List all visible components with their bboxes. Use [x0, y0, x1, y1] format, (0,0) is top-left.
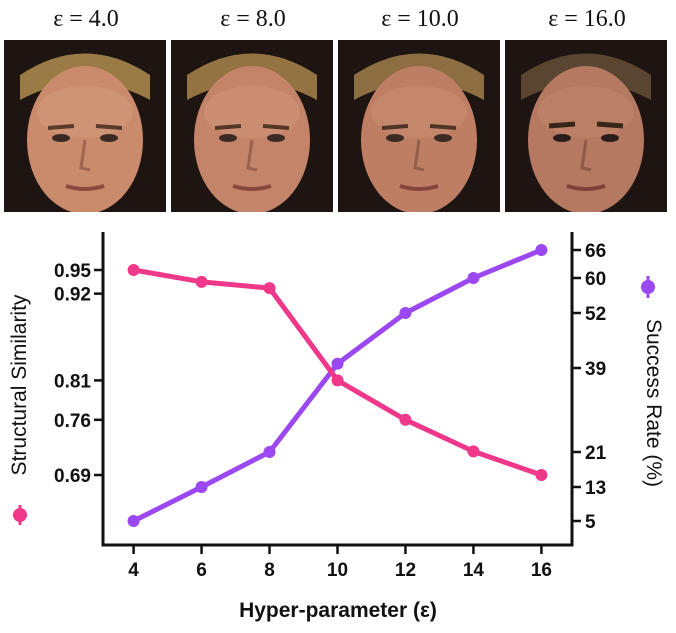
data-point-structural-similarity — [195, 275, 208, 288]
data-point-structural-similarity — [127, 264, 140, 276]
left-tick-label: 0.76 — [54, 411, 91, 432]
face-image-eps-8 — [171, 40, 333, 212]
data-point-success-rate — [263, 446, 276, 458]
left-tick-label: 0.81 — [54, 371, 91, 392]
data-point-structural-similarity — [263, 282, 276, 295]
epsilon-label-4: ε = 4.0 — [53, 6, 119, 32]
left-tick-label: 0.69 — [54, 466, 91, 487]
left-tick-label: 0.92 — [54, 285, 91, 306]
legend-marker-similarity-dot — [13, 508, 27, 522]
x-tick-label: 10 — [327, 560, 348, 581]
x-tick-label: 16 — [531, 560, 552, 581]
data-point-success-rate — [127, 515, 140, 527]
face-image-eps-4 — [4, 40, 166, 212]
right-tick-label: 5 — [585, 512, 596, 533]
face-image-eps-16 — [505, 40, 667, 212]
x-tick-label: 8 — [264, 560, 275, 581]
data-point-success-rate — [331, 357, 344, 370]
epsilon-label-10: ε = 10.0 — [381, 6, 459, 32]
data-point-structural-similarity — [399, 413, 412, 426]
right-tick-label: 21 — [585, 443, 607, 464]
x-tick-label: 12 — [395, 560, 416, 581]
right-tick-label: 66 — [585, 241, 606, 262]
x-tick-label: 4 — [128, 560, 139, 581]
series-line-structural-similarity — [133, 267, 543, 478]
epsilon-label-16: ε = 16.0 — [548, 6, 626, 32]
left-axis-title: Structural Similarity — [8, 294, 31, 475]
x-tick-label: 14 — [463, 560, 485, 581]
right-tick-label: 52 — [585, 304, 606, 325]
right-tick-label: 39 — [585, 359, 606, 380]
data-point-structural-similarity — [331, 374, 344, 387]
legend-marker-success-dot — [641, 280, 655, 294]
right-axis-title: Success Rate (%) — [642, 319, 665, 487]
x-tick-label: 6 — [196, 560, 207, 581]
x-axis-title: Hyper-parameter (ε) — [239, 599, 437, 622]
data-point-success-rate — [535, 244, 548, 256]
data-point-success-rate — [195, 481, 208, 493]
left-tick-label: 0.95 — [54, 261, 91, 282]
right-tick-label: 13 — [585, 478, 606, 499]
data-point-structural-similarity — [467, 445, 480, 458]
epsilon-label-8: ε = 8.0 — [220, 6, 286, 32]
face-image-eps-10 — [338, 40, 500, 212]
data-point-success-rate — [399, 307, 412, 319]
data-point-success-rate — [467, 272, 480, 284]
right-tick-label: 60 — [585, 269, 606, 290]
data-point-structural-similarity — [535, 469, 548, 481]
